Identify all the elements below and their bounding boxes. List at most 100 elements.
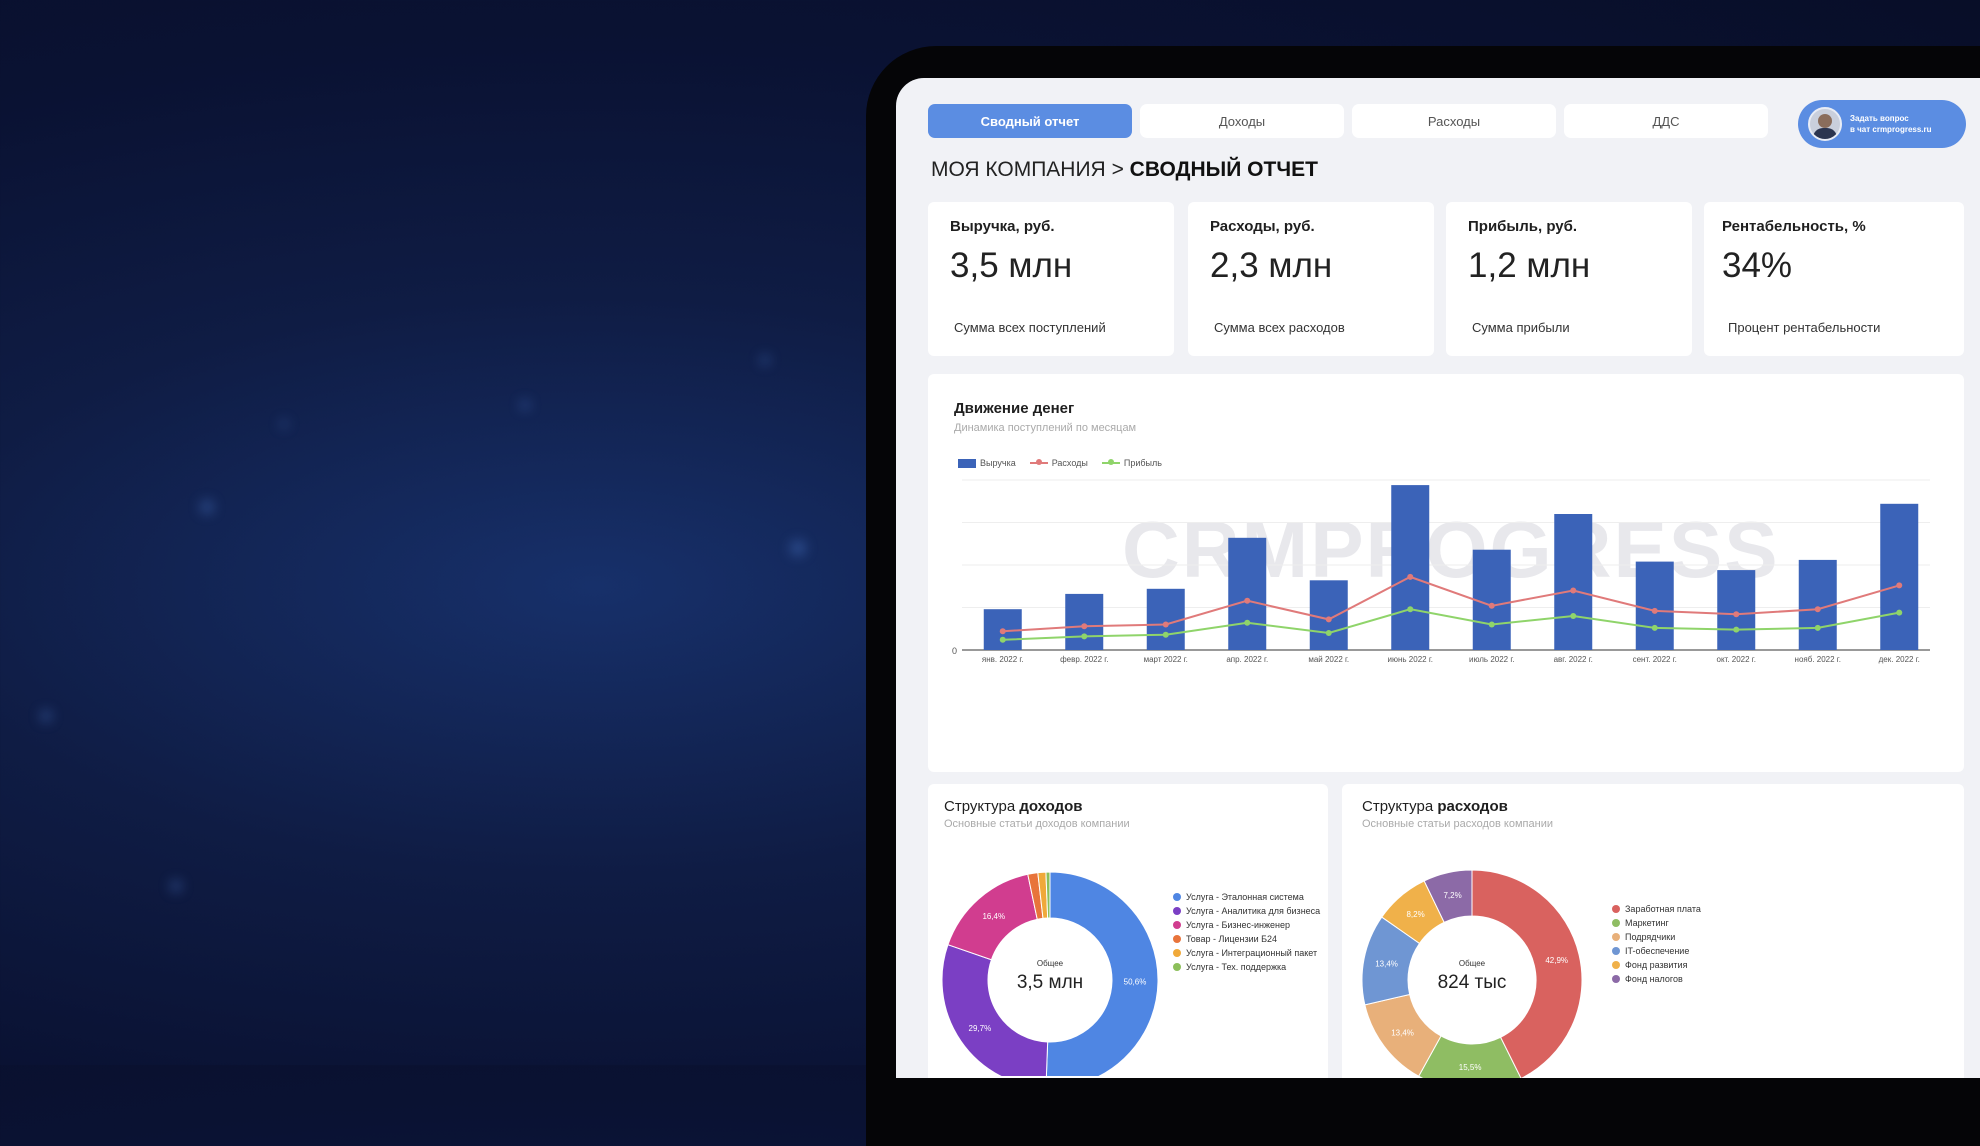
kpi-subtitle: Сумма прибыли	[1472, 320, 1570, 335]
point-profit	[1733, 626, 1740, 633]
kpi-subtitle: Сумма всех расходов	[1214, 320, 1345, 335]
point-expenses	[1162, 621, 1169, 628]
legend-item[interactable]: Услуга - Бизнес-инженер	[1173, 918, 1320, 932]
breadcrumb-separator: >	[1111, 158, 1124, 181]
legend-item[interactable]: Маркетинг	[1612, 916, 1701, 930]
legend-swatch	[1173, 921, 1181, 929]
legend-swatch	[1173, 963, 1181, 971]
legend-item-expenses[interactable]: Расходы	[1029, 458, 1088, 468]
point-profit	[1651, 624, 1658, 631]
point-expenses	[1570, 587, 1577, 594]
legend-label: Фонд налогов	[1625, 974, 1683, 984]
bar-revenue	[1554, 514, 1593, 650]
legend-label: Прибыль	[1123, 458, 1162, 468]
slice-label: 13,4%	[1391, 1028, 1414, 1037]
slice-label: 50,6%	[1124, 978, 1147, 987]
legend-item[interactable]: Заработная плата	[1612, 902, 1701, 916]
y-tick-label: 0	[952, 646, 957, 656]
background-glow	[280, 420, 288, 428]
legend-item-revenue[interactable]: Выручка	[958, 458, 1016, 468]
legend-label: Выручка	[980, 458, 1016, 468]
ask-line-2: в чат crmprogress.ru	[1850, 125, 1932, 134]
point-expenses	[1651, 607, 1658, 614]
legend-swatch	[958, 458, 976, 468]
point-expenses	[1488, 602, 1495, 609]
legend-item[interactable]: Подрядчики	[1612, 930, 1701, 944]
legend-item[interactable]: Услуга - Интеграционный пакет	[1173, 946, 1320, 960]
bar-revenue	[1635, 561, 1674, 650]
tab-expenses[interactable]: Расходы	[1352, 104, 1556, 138]
x-tick-label: февр. 2022 г.	[1060, 655, 1108, 664]
income-donut-chart: 50,6% 29,7% 16,4% Общее 3,5 млн	[941, 871, 1159, 1076]
legend-item-profit[interactable]: Прибыль	[1101, 458, 1162, 468]
legend-swatch	[1101, 459, 1120, 465]
bar-revenue	[1391, 485, 1430, 650]
breadcrumb-company: МОЯ КОМПАНИЯ	[931, 158, 1106, 181]
legend-label: Товар - Лицензии Б24	[1186, 934, 1278, 944]
legend-item[interactable]: Фонд налогов	[1612, 972, 1701, 986]
point-expenses	[1814, 606, 1821, 613]
bar-revenue	[1880, 503, 1919, 650]
ask-line-1: Задать вопрос	[1850, 114, 1909, 123]
point-profit	[1896, 609, 1903, 616]
legend-swatch	[1612, 905, 1620, 913]
tab-income[interactable]: Доходы	[1140, 104, 1344, 138]
expense-structure-subtitle: Основные статьи расходов компании	[1362, 818, 1553, 830]
legend-swatch	[1173, 949, 1181, 957]
legend-swatch	[1612, 947, 1620, 955]
bar-revenue	[1717, 570, 1756, 650]
point-profit	[1814, 624, 1821, 631]
tab-summary[interactable]: Сводный отчет	[928, 104, 1132, 138]
background-glow	[40, 710, 52, 722]
income-structure-title: Структура доходов	[944, 798, 1083, 815]
point-expenses	[1325, 616, 1332, 623]
slice-label: 13,4%	[1375, 960, 1398, 969]
background-glow	[520, 400, 530, 410]
income-structure-subtitle: Основные статьи доходов компании	[944, 818, 1130, 830]
slice-label: 29,7%	[969, 1024, 992, 1033]
legend-swatch	[1173, 935, 1181, 943]
legend-item[interactable]: Товар - Лицензии Б24	[1173, 932, 1320, 946]
point-profit	[1407, 606, 1414, 613]
bar-revenue	[1228, 537, 1267, 650]
kpi-subtitle: Процент рентабельности	[1728, 320, 1881, 335]
tab-cashflow[interactable]: ДДС	[1564, 104, 1768, 138]
donut-center-value: 824 тыс	[1438, 972, 1507, 993]
legend-label: Маркетинг	[1625, 918, 1669, 928]
ask-question-label: Задать вопрос в чат crmprogress.ru	[1850, 113, 1932, 135]
expense-structure-title: Структура расходов	[1362, 798, 1508, 815]
slice-label: 7,2%	[1443, 891, 1461, 900]
x-tick-label: сент. 2022 г.	[1633, 655, 1677, 664]
point-expenses	[1896, 582, 1903, 589]
legend-item[interactable]: Услуга - Аналитика для бизнеса	[1173, 904, 1320, 918]
cashflow-panel: Движение денег Динамика поступлений по м…	[928, 374, 1964, 772]
legend-item[interactable]: Услуга - Тех. поддержка	[1173, 960, 1320, 974]
cashflow-title: Движение денег	[954, 400, 1075, 417]
legend-label: Подрядчики	[1625, 932, 1676, 942]
title-plain: Структура	[1362, 798, 1438, 815]
x-tick-label: окт. 2022 г.	[1717, 655, 1756, 664]
bar-revenue	[1065, 593, 1104, 650]
point-expenses	[1244, 597, 1251, 604]
legend-item[interactable]: Услуга - Эталонная система	[1173, 890, 1320, 904]
line-profit	[1002, 608, 1900, 641]
point-expenses	[1733, 611, 1740, 618]
kpi-title: Расходы, руб.	[1210, 218, 1315, 235]
legend-item[interactable]: Фонд развития	[1612, 958, 1701, 972]
line-expenses	[1002, 575, 1900, 633]
legend-label: Услуга - Аналитика для бизнеса	[1186, 906, 1321, 916]
x-tick-label: июнь 2022 г.	[1388, 655, 1433, 664]
dashboard-screen: Сводный отчет Доходы Расходы ДДС Задать …	[896, 78, 1980, 1078]
donut-center-value: 3,5 млн	[1017, 972, 1083, 993]
chart-legend: Выручка Расходы Прибыль	[958, 458, 1162, 468]
legend-item[interactable]: IT-обеспечение	[1612, 944, 1701, 958]
legend-swatch	[1612, 933, 1620, 941]
legend-swatch	[1173, 893, 1181, 901]
point-profit	[1325, 630, 1332, 636]
breadcrumb: МОЯ КОМПАНИЯ > СВОДНЫЙ ОТЧЕТ	[931, 158, 1318, 182]
title-bold: расходов	[1437, 798, 1508, 815]
ask-question-button[interactable]: Задать вопрос в чат crmprogress.ru	[1798, 100, 1966, 148]
kpi-card-profitability: Рентабельность, % 34% Процент рентабельн…	[1704, 202, 1964, 356]
legend-label: Заработная плата	[1625, 904, 1701, 914]
kpi-value: 34%	[1722, 246, 1793, 285]
